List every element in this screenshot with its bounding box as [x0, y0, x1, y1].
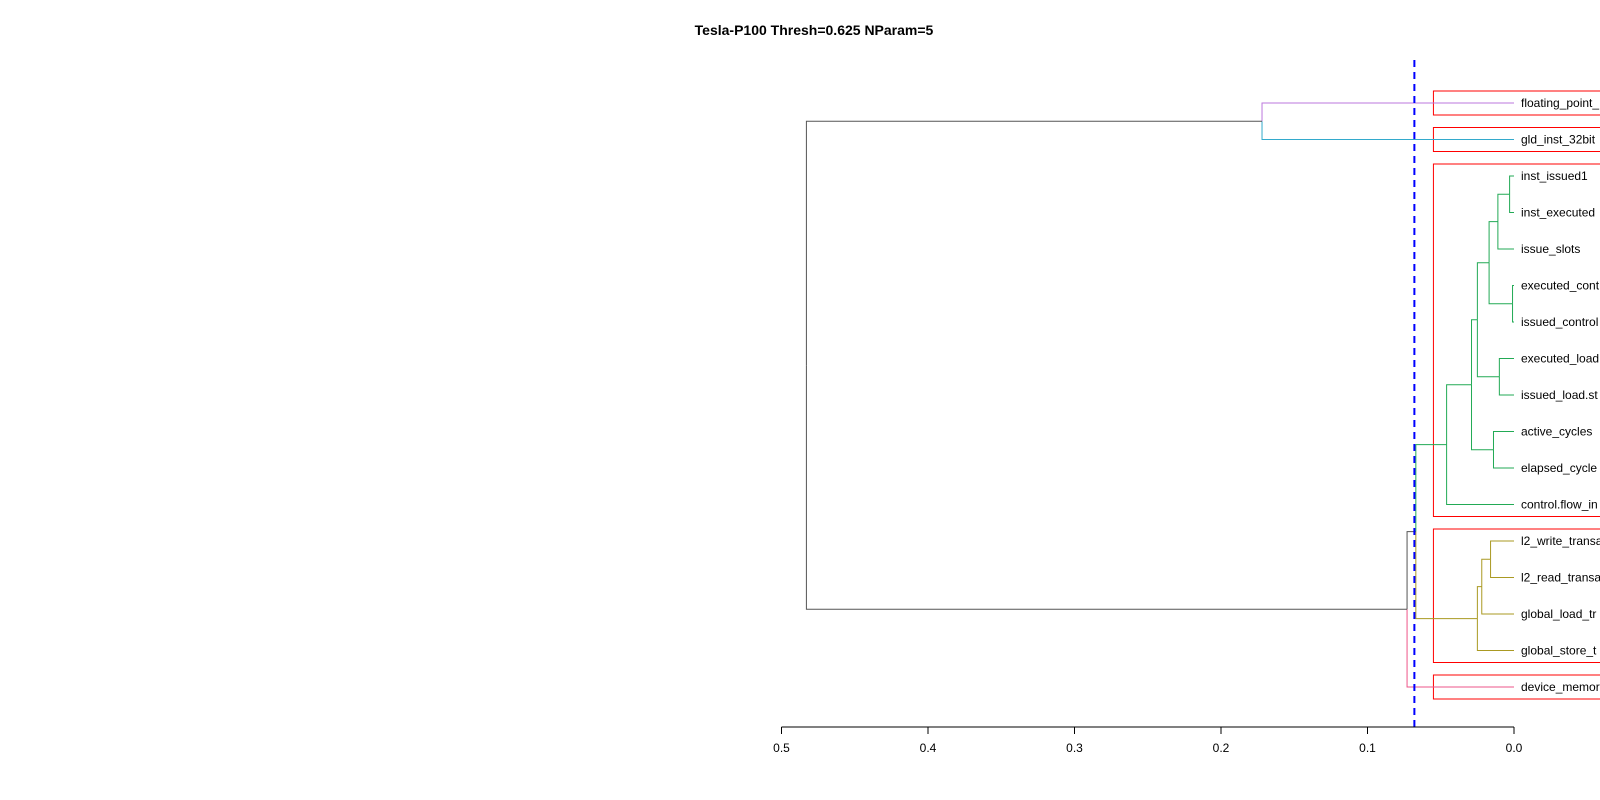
branch-n5-right — [1498, 376, 1514, 396]
leaf-label-3: inst_executed — [1521, 206, 1595, 220]
leaf-label-14: global_load_tr — [1521, 607, 1596, 621]
dendrogram-branches — [805, 102, 1514, 688]
branch-n2-right — [1497, 221, 1514, 250]
branch-n8-right — [1471, 384, 1494, 451]
leaf-label-2: inst_issued1 — [1521, 169, 1588, 183]
x-tick-label-1: 0.4 — [920, 741, 937, 755]
branch-n14-right — [1406, 609, 1514, 688]
leaf-labels: floating_point_ gld_inst_32bit inst_issued… — [1521, 96, 1600, 694]
x-tick-label-3: 0.2 — [1213, 741, 1230, 755]
branch-n13-left — [1415, 444, 1447, 532]
leaf-label-9: active_cycles — [1521, 425, 1592, 439]
branch-n14-left — [1406, 531, 1416, 610]
x-tick-label-0: 0.5 — [773, 741, 790, 755]
branch-n1-left — [1509, 175, 1514, 195]
chart-title: Tesla-P100 Thresh=0.625 NParam=5 — [695, 22, 934, 38]
leaf-label-6: issued_control — [1521, 315, 1598, 329]
leaf-label-7: executed_load — [1521, 352, 1599, 366]
leaf-label-11: control.flow_in — [1521, 498, 1598, 512]
branch-n2-left — [1497, 193, 1510, 222]
branch-n9-right — [1446, 444, 1514, 505]
leaf-label-1: gld_inst_32bit — [1521, 133, 1596, 147]
branch-n9-left — [1446, 384, 1472, 445]
branch-n6-right — [1476, 319, 1500, 378]
branch-n11-left — [1481, 558, 1491, 587]
branch-n11-right — [1481, 586, 1514, 615]
leaf-label-15: global_store_t — [1521, 644, 1597, 658]
branch-n13-right — [1415, 531, 1478, 620]
x-tick-label-2: 0.3 — [1066, 741, 1083, 755]
branch-n15-left — [1261, 102, 1514, 122]
leaf-label-12: l2_write_transa — [1521, 534, 1600, 548]
branch-n16-right — [805, 365, 1408, 610]
branch-n10-left — [1490, 540, 1514, 560]
branch-n8-left — [1471, 319, 1478, 385]
branch-n5-left — [1498, 358, 1514, 377]
leaf-label-13: l2_read_transa — [1521, 571, 1600, 585]
branch-n12-right — [1476, 618, 1514, 651]
branch-n7-right — [1492, 449, 1514, 469]
leaf-label-0: floating_point_ — [1521, 96, 1599, 110]
branch-n16-left — [805, 120, 1263, 366]
leaf-label-16: device_memor — [1521, 680, 1600, 694]
branch-n6-left — [1476, 262, 1490, 320]
branch-n3-right — [1512, 303, 1514, 323]
leaf-label-5: executed_cont — [1521, 279, 1600, 293]
x-tick-label-4: 0.1 — [1359, 741, 1376, 755]
leaf-label-10: elapsed_cycle — [1521, 461, 1597, 475]
branch-n15-right — [1261, 121, 1514, 140]
branch-n1-right — [1509, 194, 1514, 213]
branch-n4-right — [1488, 262, 1513, 305]
branch-n12-left — [1476, 586, 1482, 619]
cluster-box-4 — [1432, 528, 1600, 663]
leaf-label-4: issue_slots — [1521, 242, 1580, 256]
branch-n3-left — [1512, 285, 1514, 304]
cluster-box-3 — [1432, 163, 1600, 517]
branch-n4-left — [1488, 221, 1498, 263]
branch-n7-left — [1492, 431, 1514, 450]
leaf-label-8: issued_load.st — [1521, 388, 1598, 402]
branch-n10-right — [1490, 559, 1514, 578]
x-tick-label-5: 0.0 — [1506, 741, 1523, 755]
x-axis: 0.5 0.4 0.3 0.2 0.1 0.0 — [773, 726, 1523, 755]
